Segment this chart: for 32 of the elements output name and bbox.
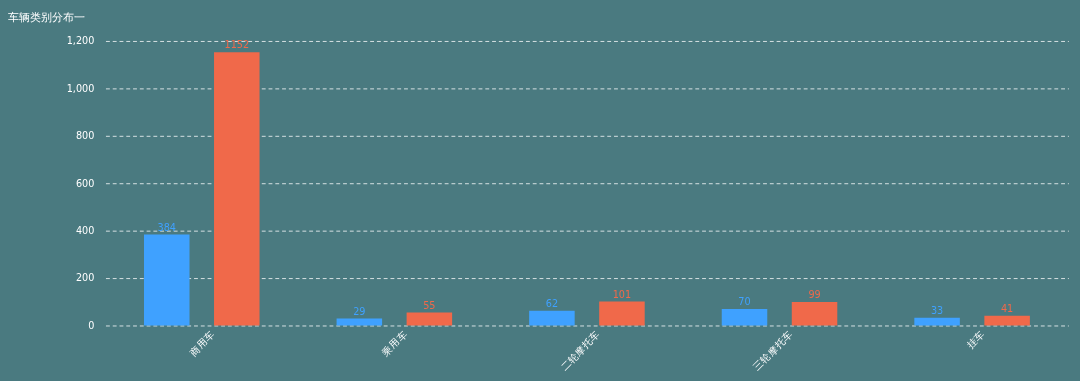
y-tick-label: 600 bbox=[75, 177, 95, 189]
bar bbox=[529, 310, 575, 326]
data-label: 33 bbox=[930, 304, 944, 316]
data-label: 29 bbox=[353, 305, 366, 317]
data-label: 70 bbox=[738, 296, 751, 308]
data-label: 1152 bbox=[224, 39, 250, 51]
x-tick-label: 乘用车 bbox=[379, 328, 409, 358]
y-tick-label: 400 bbox=[75, 225, 95, 237]
y-tick-label: 1,200 bbox=[66, 35, 95, 47]
bar bbox=[791, 302, 838, 326]
bar bbox=[984, 315, 1030, 326]
chart-title: 车辆类别分布一 bbox=[8, 10, 86, 24]
bar bbox=[214, 52, 260, 326]
y-tick-label: 800 bbox=[75, 130, 95, 142]
bar bbox=[144, 234, 190, 326]
data-label: 55 bbox=[423, 299, 436, 311]
y-tick-label: 200 bbox=[75, 272, 95, 284]
bar bbox=[406, 312, 453, 326]
y-tick-label: 1,000 bbox=[66, 82, 95, 94]
data-label: 384 bbox=[157, 221, 176, 233]
bar bbox=[599, 301, 645, 326]
bar bbox=[914, 317, 960, 326]
y-tick-label: 0 bbox=[88, 319, 95, 331]
data-label: 62 bbox=[545, 297, 559, 309]
bar bbox=[721, 308, 768, 326]
data-label: 41 bbox=[1000, 302, 1014, 314]
x-tick-label: 商用车 bbox=[187, 328, 217, 358]
data-label: 101 bbox=[612, 288, 632, 300]
x-tick-label: 三轮摩托车 bbox=[751, 328, 795, 373]
x-tick-label: 二轮摩托车 bbox=[558, 328, 602, 373]
x-tick-label: 挂车 bbox=[964, 328, 987, 351]
data-label: 99 bbox=[808, 289, 821, 301]
